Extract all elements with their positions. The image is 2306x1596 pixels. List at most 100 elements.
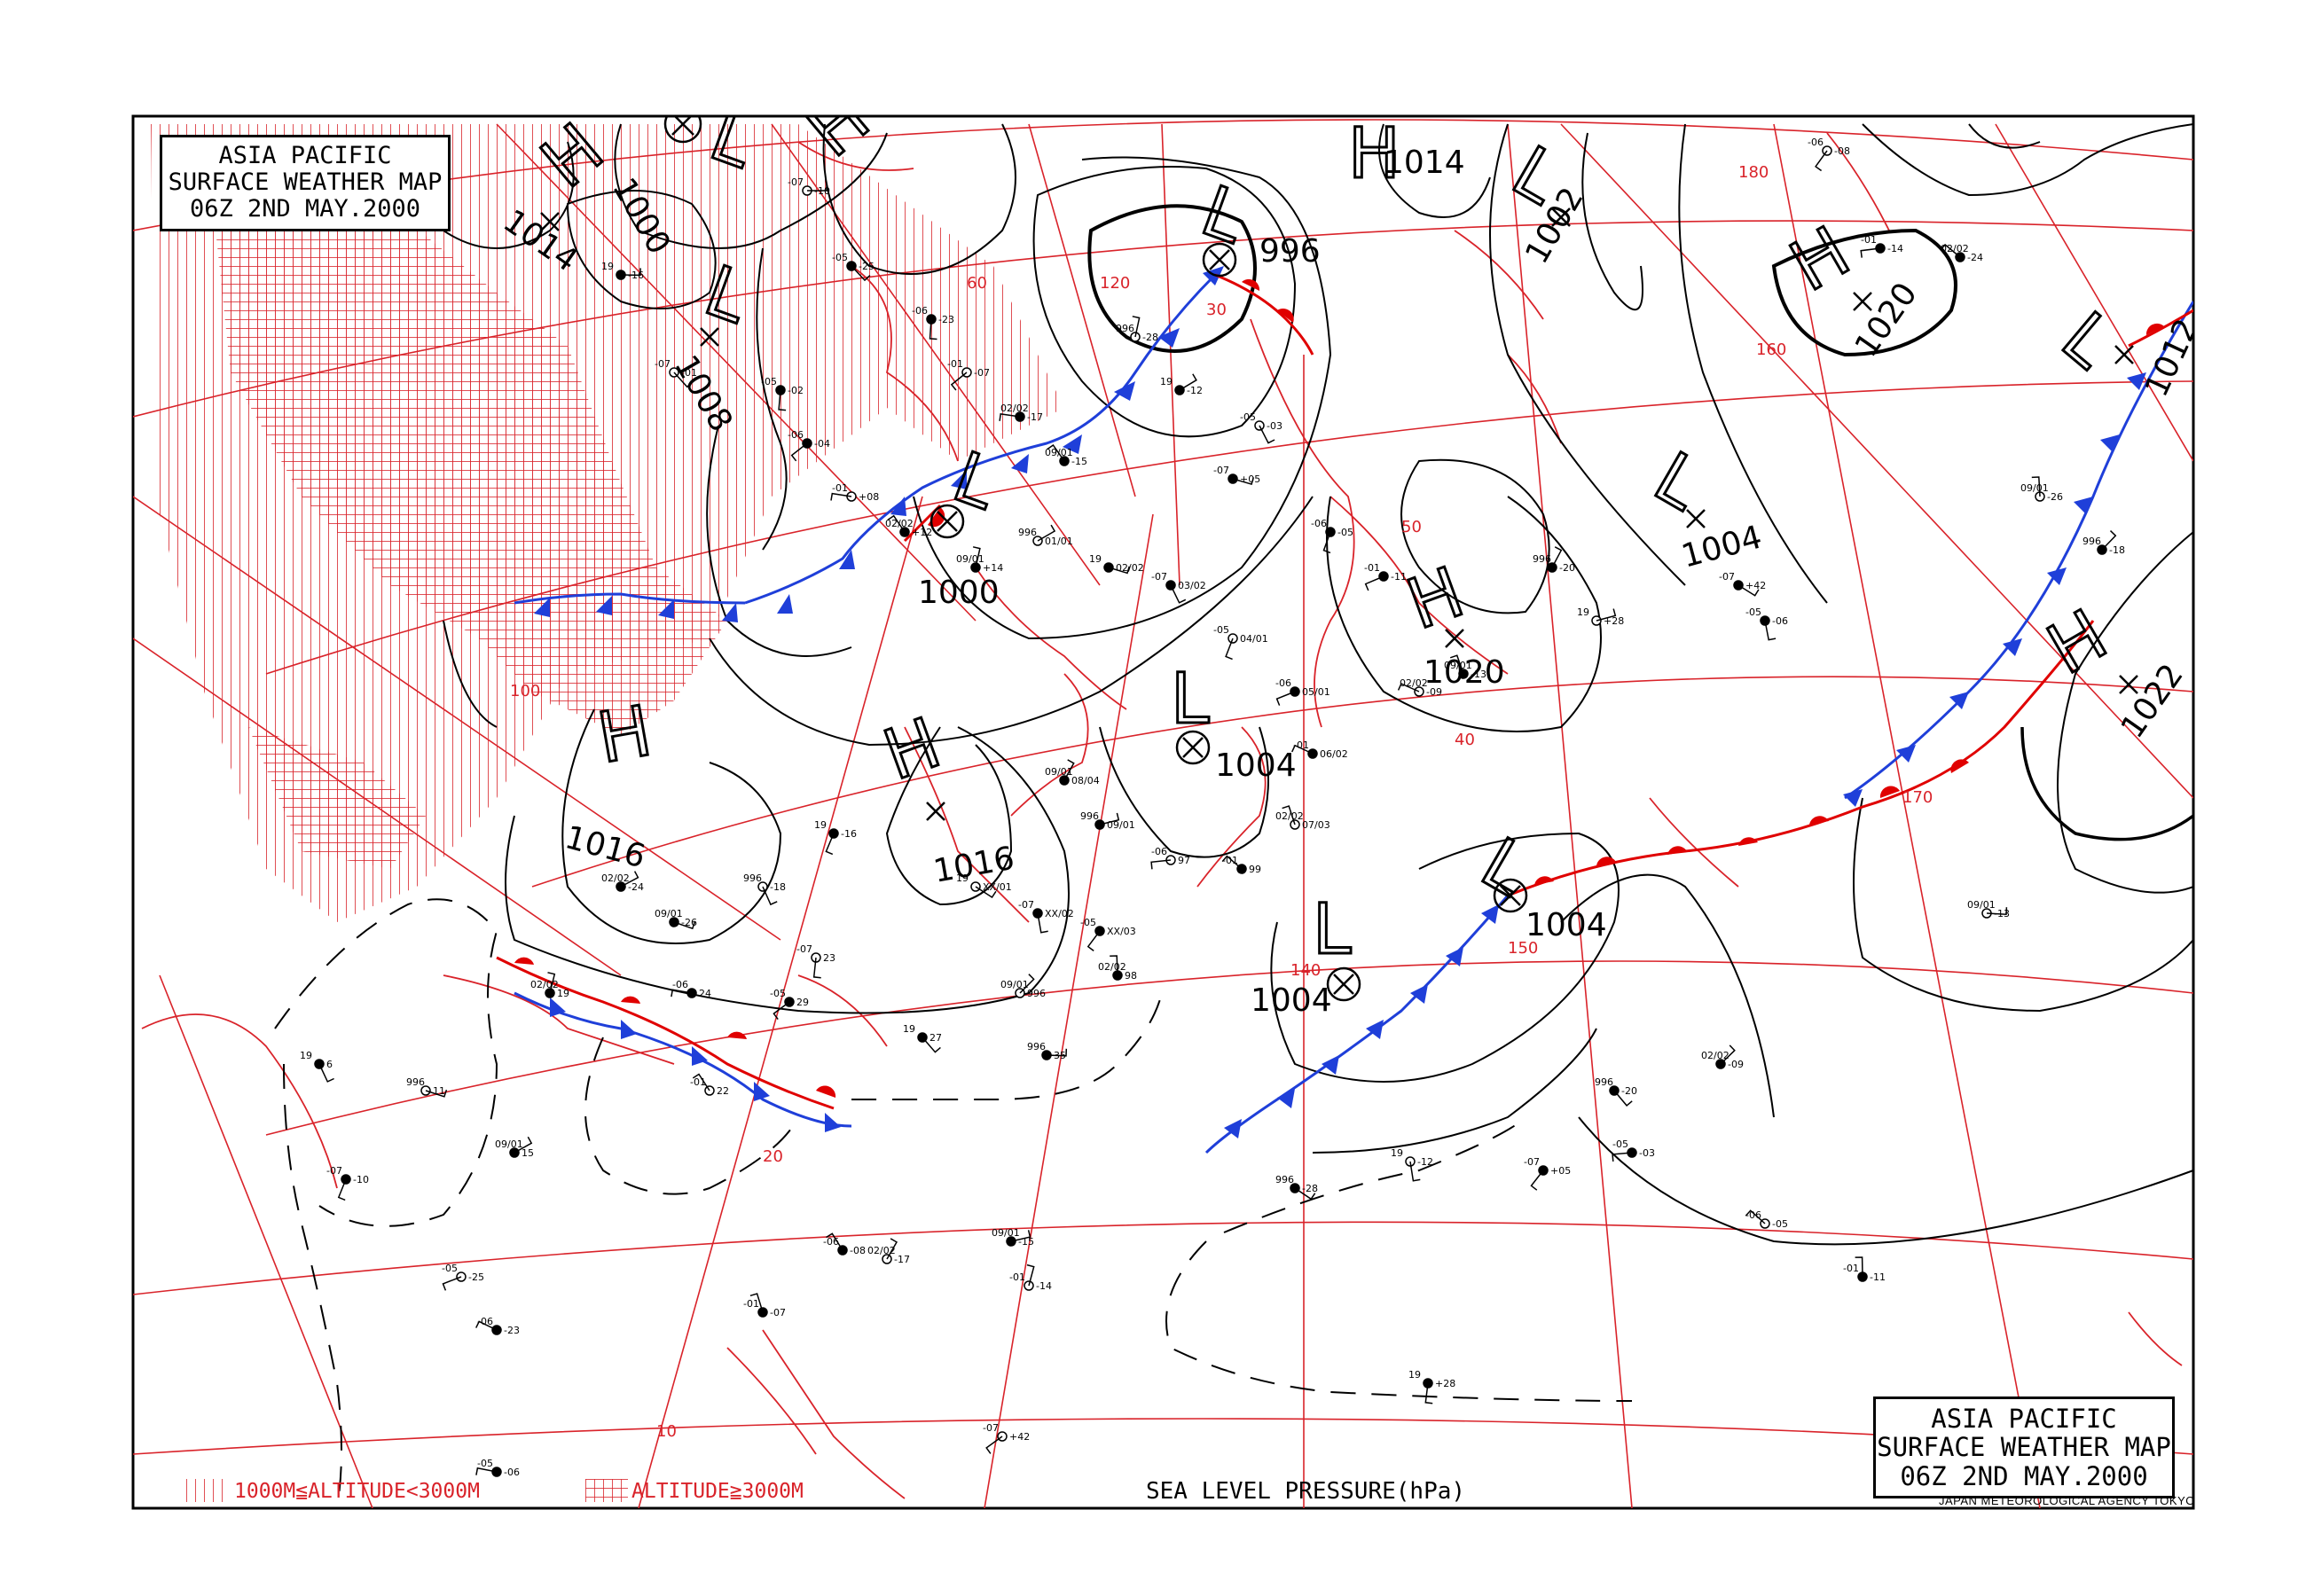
value-low-1000-mid: 1000 (918, 575, 1000, 611)
wind-barb (1110, 955, 1118, 976)
station-value: -07 (983, 1422, 999, 1434)
station-value: -01 (947, 358, 963, 370)
station-value: -07 (326, 1165, 342, 1177)
title-line-region-bottom: ASIA PACIFIC (1931, 1404, 2117, 1434)
station-value: 996 (1116, 323, 1134, 334)
wind-barb (826, 1232, 843, 1251)
station-value: -24 (628, 881, 644, 893)
wind-barb (1745, 1209, 1766, 1224)
lat-label-10: 10 (656, 1422, 677, 1441)
lat-label-60: 60 (967, 274, 987, 293)
station-value: -04 (814, 438, 830, 450)
station-value: +42 (1745, 580, 1766, 591)
station-value: -06 (1311, 518, 1327, 529)
station-value: -15 (1071, 456, 1087, 467)
low-center-1002 (1551, 207, 1571, 227)
station-plot: -14 -01 (1860, 234, 1903, 258)
station-value: -13 (1994, 908, 2010, 919)
wind-barb (1108, 566, 1131, 575)
station-value: -06 (672, 979, 688, 990)
wind-barb (1737, 584, 1760, 597)
value-low-996: 996 (1259, 233, 1321, 270)
station-value: -07 (1018, 899, 1034, 911)
station-plot: -12 19 (1160, 373, 1203, 396)
wind-barb (985, 1436, 1003, 1454)
station-plot: -18 996 (2082, 530, 2125, 556)
station-value: -20 (1559, 562, 1575, 574)
lon-label-120: 120 (1100, 274, 1130, 293)
wind-barb (1530, 1170, 1544, 1191)
lat-lon-grid (133, 119, 2193, 1508)
station-plot: -18 996 (743, 872, 786, 906)
station-value: -07 (1524, 1156, 1540, 1168)
station-value: -05 (1612, 1138, 1628, 1150)
station-value: -06 (823, 1236, 839, 1248)
wind-barb (1179, 373, 1197, 391)
wind-barb (762, 886, 778, 906)
station-value: 996 (1080, 810, 1099, 822)
station-value: -11 (1870, 1271, 1886, 1283)
station-plot: 29 -05 (770, 988, 809, 1021)
station-value: -01 (1364, 562, 1380, 574)
station-value: 02/02 (1116, 562, 1144, 574)
isobars-dashed (274, 898, 1633, 1508)
station-plot: 23 -07 (796, 943, 835, 979)
station-value: -01 (743, 1298, 759, 1310)
station-plot: 01/01 996 (1018, 524, 1073, 547)
station-value: 08/04 (1071, 775, 1100, 786)
station-value: +28 (1604, 615, 1624, 627)
station-value: 02/02 (1400, 677, 1428, 689)
wind-barb (1815, 150, 1828, 172)
station-plot: -23 -06 (475, 1316, 520, 1336)
station-value: -18 (2109, 544, 2125, 556)
station-value: -06 (788, 429, 804, 441)
wind-barb (2101, 530, 2117, 551)
station-value: -17 (1027, 411, 1043, 423)
wind-barb (887, 514, 906, 533)
wind-barb (825, 833, 835, 856)
station-plot: +42 -07 (983, 1422, 1030, 1454)
station-plot: -06 -05 (475, 1458, 520, 1478)
station-plot: -03 -05 (1612, 1138, 1655, 1162)
station-value: 05/01 (1302, 686, 1330, 698)
lat-label-20: 20 (763, 1147, 783, 1166)
station-plot: -05 -06 (1745, 1209, 1788, 1230)
station-value: -13 (1471, 669, 1486, 680)
station-value: -10 (814, 185, 830, 197)
high-center-1020-east (1853, 292, 1872, 311)
wind-barb (673, 372, 694, 388)
wind-barb (1282, 805, 1296, 825)
station-value: -15 (1018, 1236, 1034, 1248)
station-plot: +08 -01 (830, 482, 879, 503)
station-value: -06 (1808, 137, 1824, 148)
coastlines (141, 132, 2183, 1499)
wind-barb (442, 1276, 462, 1291)
station-value: 19 (1391, 1147, 1403, 1159)
station-plot: 11 996 (406, 1076, 448, 1098)
low-center-1012 (2114, 345, 2134, 364)
wind-barb (1397, 683, 1420, 692)
station-plot: -04 -06 (788, 429, 830, 462)
station-value: XX/03 (1107, 926, 1136, 937)
lon-label-180: 180 (1738, 163, 1769, 182)
station-value: 6 (326, 1059, 333, 1070)
wind-barb (1150, 859, 1172, 870)
terrain-high-altitude (213, 204, 727, 869)
station-value: 11 (433, 1085, 445, 1097)
wind-barb (1132, 316, 1141, 338)
station-plot: -06 -05 (1745, 606, 1788, 641)
wind-barb (1037, 524, 1056, 542)
wind-barb (1596, 608, 1617, 622)
station-value: -09 (1728, 1059, 1744, 1070)
station-value: -01 (681, 367, 697, 379)
station-plot: -01 -07 (655, 358, 697, 388)
low-center-1004-north (1686, 509, 1706, 528)
wind-barb (1612, 1152, 1633, 1162)
station-value: +28 (1435, 1378, 1455, 1389)
letter-low-1004-south: L (1313, 890, 1352, 970)
station-plot: -12 19 (1391, 1147, 1433, 1182)
low-center-1004-south (1326, 966, 1361, 1002)
